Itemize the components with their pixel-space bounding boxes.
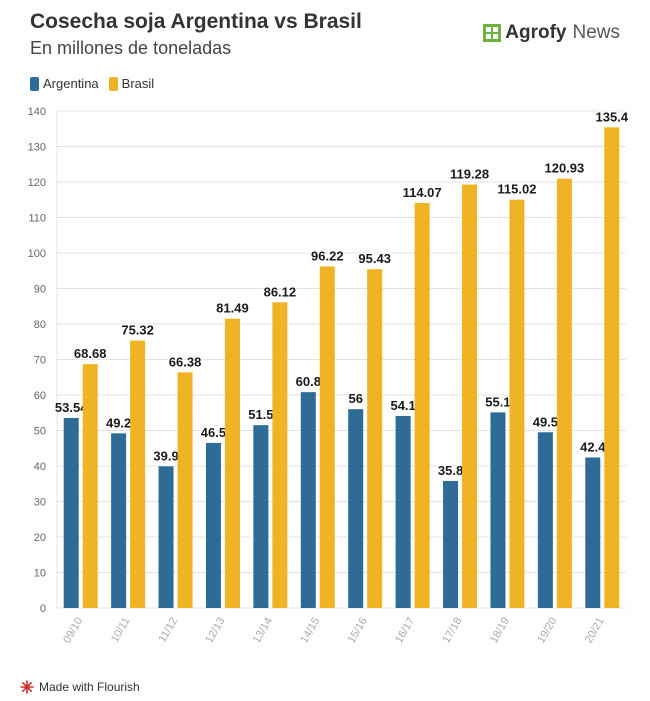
y-tick-label: 50	[34, 426, 46, 438]
bar-argentina	[537, 432, 553, 608]
legend-label-argentina: Argentina	[43, 76, 99, 91]
x-tick-label: 20/21	[583, 616, 607, 646]
data-label-brasil: 135.4	[596, 109, 629, 124]
data-label-brasil: 115.02	[497, 182, 536, 197]
bar-brasil	[130, 340, 146, 608]
data-label-argentina: 60.8	[296, 374, 321, 389]
bar-argentina	[585, 457, 601, 608]
y-tick-label: 10	[34, 568, 46, 580]
bar-brasil	[604, 127, 620, 608]
bar-argentina	[63, 417, 79, 608]
bar-brasil	[556, 178, 572, 609]
bar-brasil	[272, 302, 288, 608]
legend-label-brasil: Brasil	[121, 76, 155, 91]
x-tick-label: 19/20	[535, 616, 559, 646]
x-tick-label: 10/11	[109, 616, 133, 645]
data-label-brasil: 119.28	[450, 167, 489, 182]
data-label-brasil: 96.22	[311, 248, 344, 263]
brand-name: Agrofy	[505, 22, 567, 43]
data-label-argentina: 42.4	[580, 439, 606, 454]
y-tick-label: 40	[34, 461, 46, 473]
bar-argentina	[443, 480, 459, 608]
chart-title: Cosecha soja Argentina vs Brasil	[30, 10, 362, 33]
y-tick-label: 60	[34, 390, 46, 402]
chart-legend: Argentina Brasil	[30, 76, 154, 91]
legend-swatch-argentina	[30, 76, 39, 91]
legend-item-brasil[interactable]: Brasil	[108, 76, 155, 91]
bar-brasil	[177, 372, 193, 608]
data-label-argentina: 49.2	[106, 415, 131, 430]
bar-brasil	[414, 203, 430, 608]
y-tick-label: 0	[40, 603, 46, 615]
bar-brasil	[224, 318, 240, 608]
x-tick-label: 12/13	[203, 616, 227, 646]
bar-brasil	[367, 269, 383, 608]
y-tick-label: 100	[28, 248, 46, 260]
data-label-argentina: 54.1	[390, 398, 415, 413]
x-tick-label: 15/16	[346, 616, 370, 646]
flourish-logo-icon	[20, 680, 34, 694]
bar-argentina	[490, 412, 506, 608]
bar-argentina	[253, 425, 269, 608]
y-tick-label: 140	[28, 106, 46, 118]
bar-argentina	[300, 392, 316, 608]
data-label-argentina: 51.5	[248, 407, 273, 422]
data-label-brasil: 86.12	[264, 284, 297, 299]
x-tick-label: 13/14	[251, 616, 275, 646]
data-label-argentina: 53.54	[55, 400, 88, 415]
legend-swatch-brasil	[108, 76, 118, 91]
data-label-argentina: 46.5	[201, 425, 226, 440]
bar-argentina	[158, 466, 174, 608]
data-label-brasil: 68.68	[74, 346, 107, 361]
data-label-brasil: 81.49	[216, 301, 249, 316]
agrofy-logo-icon	[483, 24, 502, 42]
bar-brasil	[509, 199, 525, 608]
bar-argentina	[111, 433, 127, 608]
y-tick-label: 110	[28, 213, 46, 225]
footer-credit[interactable]: Made with Flourish	[20, 680, 140, 694]
bar-brasil	[462, 184, 478, 608]
data-label-brasil: 114.07	[403, 185, 442, 200]
bar-brasil	[319, 266, 335, 608]
data-label-brasil: 120.93	[544, 161, 584, 176]
y-tick-label: 30	[34, 497, 46, 509]
x-tick-label: 16/17	[393, 616, 417, 646]
footer-credit-text: Made with Flourish	[39, 680, 140, 694]
brand-logo: Agrofy News	[483, 22, 620, 44]
data-label-brasil: 75.32	[121, 323, 154, 338]
x-tick-label: 18/19	[488, 616, 512, 646]
data-label-brasil: 66.38	[169, 354, 202, 369]
data-label-brasil: 95.43	[358, 251, 391, 266]
y-tick-label: 130	[28, 142, 46, 154]
data-label-argentina: 56	[348, 391, 362, 406]
bar-brasil	[82, 364, 98, 608]
x-tick-label: 14/15	[298, 616, 322, 646]
data-label-argentina: 55.1	[485, 394, 510, 409]
y-tick-label: 80	[34, 319, 46, 331]
y-tick-label: 20	[34, 532, 46, 544]
bar-argentina	[205, 442, 221, 608]
x-tick-label: 11/12	[156, 616, 180, 645]
y-tick-label: 70	[34, 355, 46, 367]
bar-argentina	[348, 409, 364, 608]
data-label-argentina: 49.5	[533, 414, 558, 429]
x-tick-label: 17/18	[440, 616, 464, 646]
y-tick-label: 120	[28, 177, 46, 189]
y-tick-label: 90	[34, 284, 46, 296]
x-tick-label: 09/10	[61, 616, 85, 646]
brand-suffix: News	[572, 22, 620, 43]
bar-argentina	[395, 415, 411, 608]
data-label-argentina: 39.9	[153, 448, 178, 463]
chart-subtitle: En millones de toneladas	[30, 38, 232, 58]
legend-item-argentina[interactable]: Argentina	[30, 76, 99, 91]
data-label-argentina: 35.8	[438, 463, 463, 478]
